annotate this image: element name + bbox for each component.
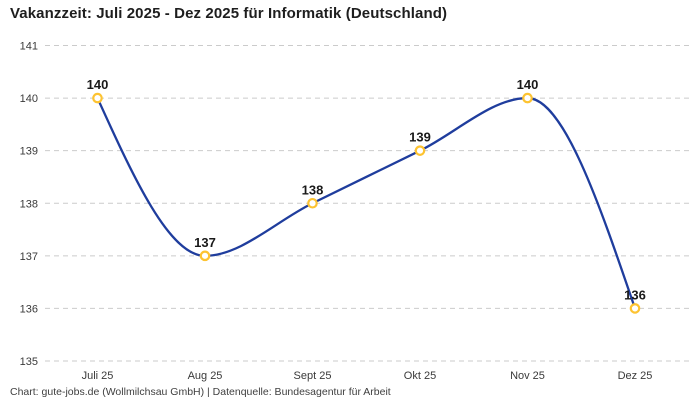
x-axis-tick-label: Aug 25 — [188, 370, 223, 382]
data-point-label: 138 — [302, 182, 324, 197]
y-axis-tick-label: 140 — [20, 93, 38, 105]
data-point-marker[interactable] — [199, 250, 211, 262]
x-axis-tick-label: Dez 25 — [618, 370, 653, 382]
y-axis-tick-label: 139 — [20, 146, 38, 158]
x-axis-tick-label: Nov 25 — [510, 370, 545, 382]
data-point-marker[interactable] — [307, 197, 318, 209]
data-point-label: 140 — [87, 77, 109, 92]
data-point-marker[interactable] — [629, 303, 641, 314]
x-axis-tick-label: Sept 25 — [294, 370, 332, 382]
data-point-marker[interactable] — [92, 92, 103, 104]
data-point-label: 139 — [409, 130, 431, 145]
data-point-label: 137 — [194, 235, 216, 250]
data-point-label: 140 — [517, 77, 539, 92]
x-axis-tick-label: Okt 25 — [404, 370, 436, 382]
data-point-marker[interactable] — [414, 145, 426, 156]
data-point-label: 136 — [624, 287, 646, 302]
y-axis-tick-label: 138 — [20, 198, 38, 210]
x-axis-tick-label: Juli 25 — [82, 370, 114, 382]
y-axis-tick-label: 136 — [20, 303, 38, 315]
y-axis-tick-label: 141 — [20, 41, 38, 53]
attribution-footer: Chart: gute-jobs.de (Wollmilchsau GmbH) … — [10, 386, 391, 398]
data-point-marker[interactable] — [522, 92, 533, 104]
y-axis-tick-label: 135 — [20, 356, 38, 368]
y-axis-tick-label: 137 — [20, 251, 38, 263]
data-line — [96, 96, 637, 310]
chart-title: Vakanzzeit: Juli 2025 - Dez 2025 für Inf… — [10, 5, 448, 22]
